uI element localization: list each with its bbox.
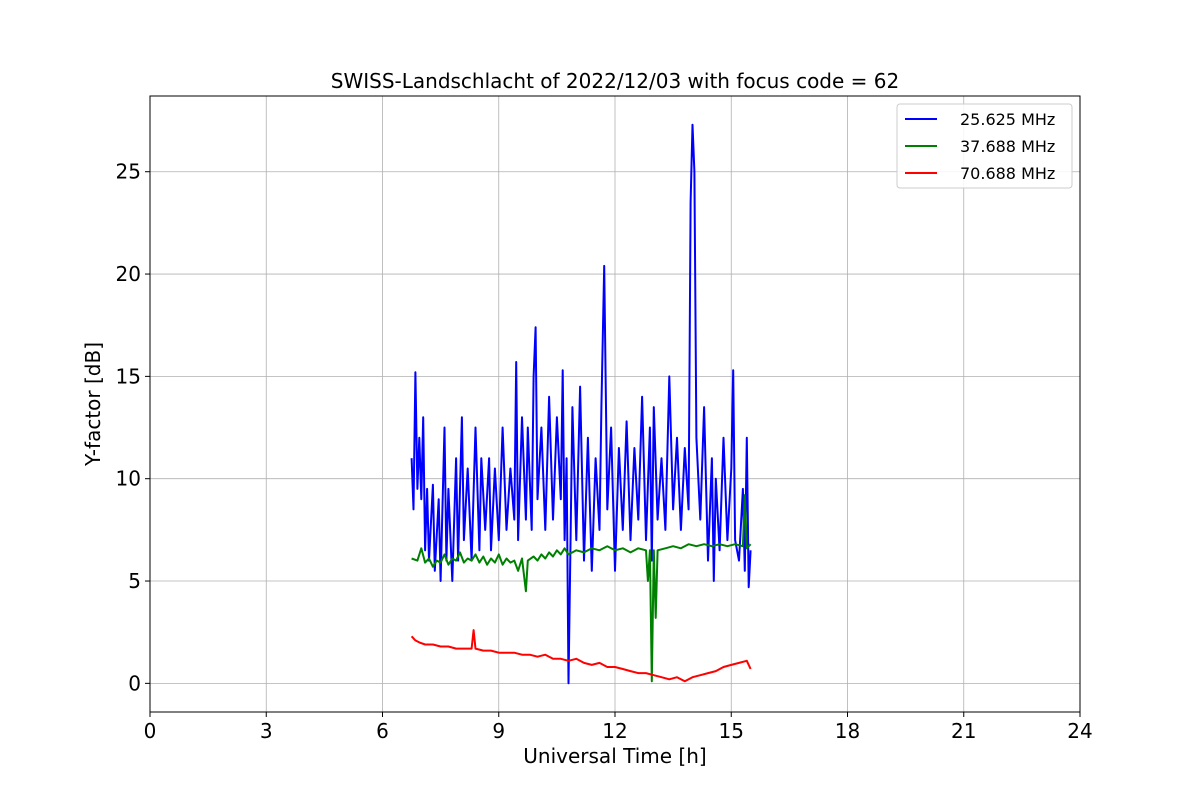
y-tick-label: 5 <box>128 569 141 593</box>
y-tick-label: 25 <box>116 160 141 184</box>
series-line-2 <box>411 494 752 683</box>
series-layer <box>410 123 752 685</box>
series-line-1 <box>410 123 752 685</box>
chart-title: SWISS-Landschlacht of 2022/12/03 with fo… <box>331 69 899 93</box>
y-tick-label: 0 <box>128 671 141 695</box>
x-tick-label: 24 <box>1067 719 1092 743</box>
x-tick-label: 6 <box>376 719 389 743</box>
legend-label: 25.625 MHz <box>960 110 1055 129</box>
legend: 25.625 MHz 37.688 MHz 70.688 MHz <box>896 103 1073 189</box>
x-tick-label: 12 <box>602 719 627 743</box>
legend-label: 70.688 MHz <box>960 164 1055 183</box>
x-tick-label: 9 <box>492 719 505 743</box>
x-tick-label: 21 <box>951 719 976 743</box>
x-tick-label: 3 <box>260 719 273 743</box>
y-axis-label: Y-factor [dB] <box>81 342 105 467</box>
ticks: 0 3 6 9 12 15 18 21 24 0 5 10 15 20 25 <box>116 160 1093 743</box>
y-tick-label: 15 <box>116 364 141 388</box>
y-tick-label: 20 <box>116 262 141 286</box>
series-line-3 <box>410 629 752 683</box>
x-tick-label: 0 <box>144 719 157 743</box>
legend-label: 37.688 MHz <box>960 137 1055 156</box>
legend-box <box>896 103 1073 189</box>
grid <box>149 96 1081 712</box>
x-tick-label: 15 <box>719 719 744 743</box>
y-tick-label: 10 <box>116 467 141 491</box>
x-tick-label: 18 <box>835 719 860 743</box>
x-axis-label: Universal Time [h] <box>523 744 706 768</box>
